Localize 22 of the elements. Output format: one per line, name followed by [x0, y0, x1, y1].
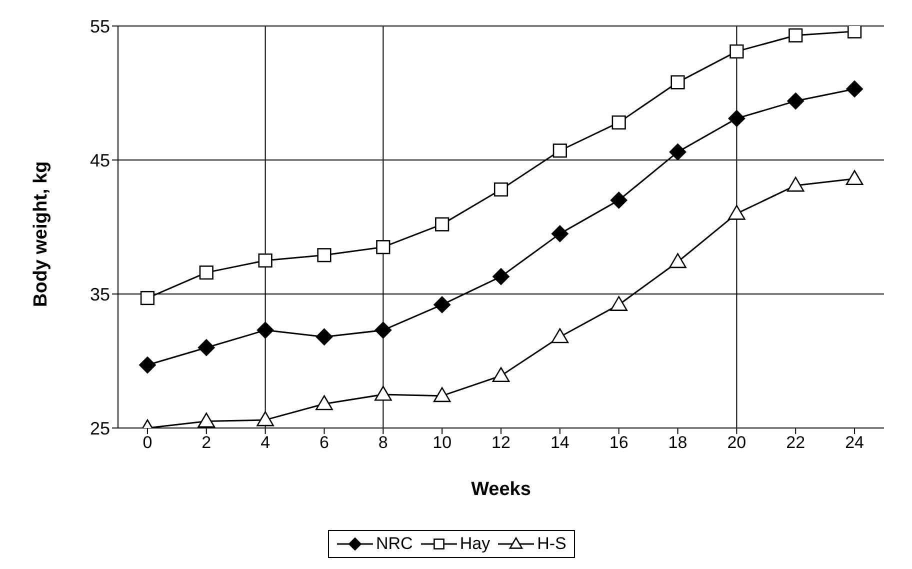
- x-tick-label: 22: [786, 433, 806, 452]
- y-tick-label: 45: [90, 150, 110, 170]
- x-tick-label: 6: [319, 433, 329, 452]
- y-tick-label: 35: [90, 284, 110, 304]
- x-tick-label: 14: [550, 433, 570, 452]
- legend-label: NRC: [375, 534, 413, 554]
- x-tick-label: 2: [202, 433, 212, 452]
- legend-label: Hay: [458, 534, 490, 554]
- y-axis-title: Body weight, kg: [30, 161, 52, 307]
- y-tick-label: 55: [90, 16, 110, 36]
- x-tick-label: 20: [727, 433, 746, 452]
- legend-label: H-S: [536, 534, 566, 554]
- x-tick-label: 0: [142, 433, 152, 452]
- y-tick-label: 25: [90, 418, 110, 438]
- x-tick-label: 12: [492, 433, 510, 452]
- x-tick-label: 8: [378, 433, 388, 452]
- x-tick-label: 24: [845, 433, 864, 452]
- x-tick-label: 10: [432, 433, 452, 452]
- x-tick-label: 16: [609, 433, 628, 452]
- x-tick-label: 18: [668, 433, 688, 452]
- x-tick-label: 4: [260, 433, 270, 452]
- x-axis-title: Weeks: [471, 479, 531, 500]
